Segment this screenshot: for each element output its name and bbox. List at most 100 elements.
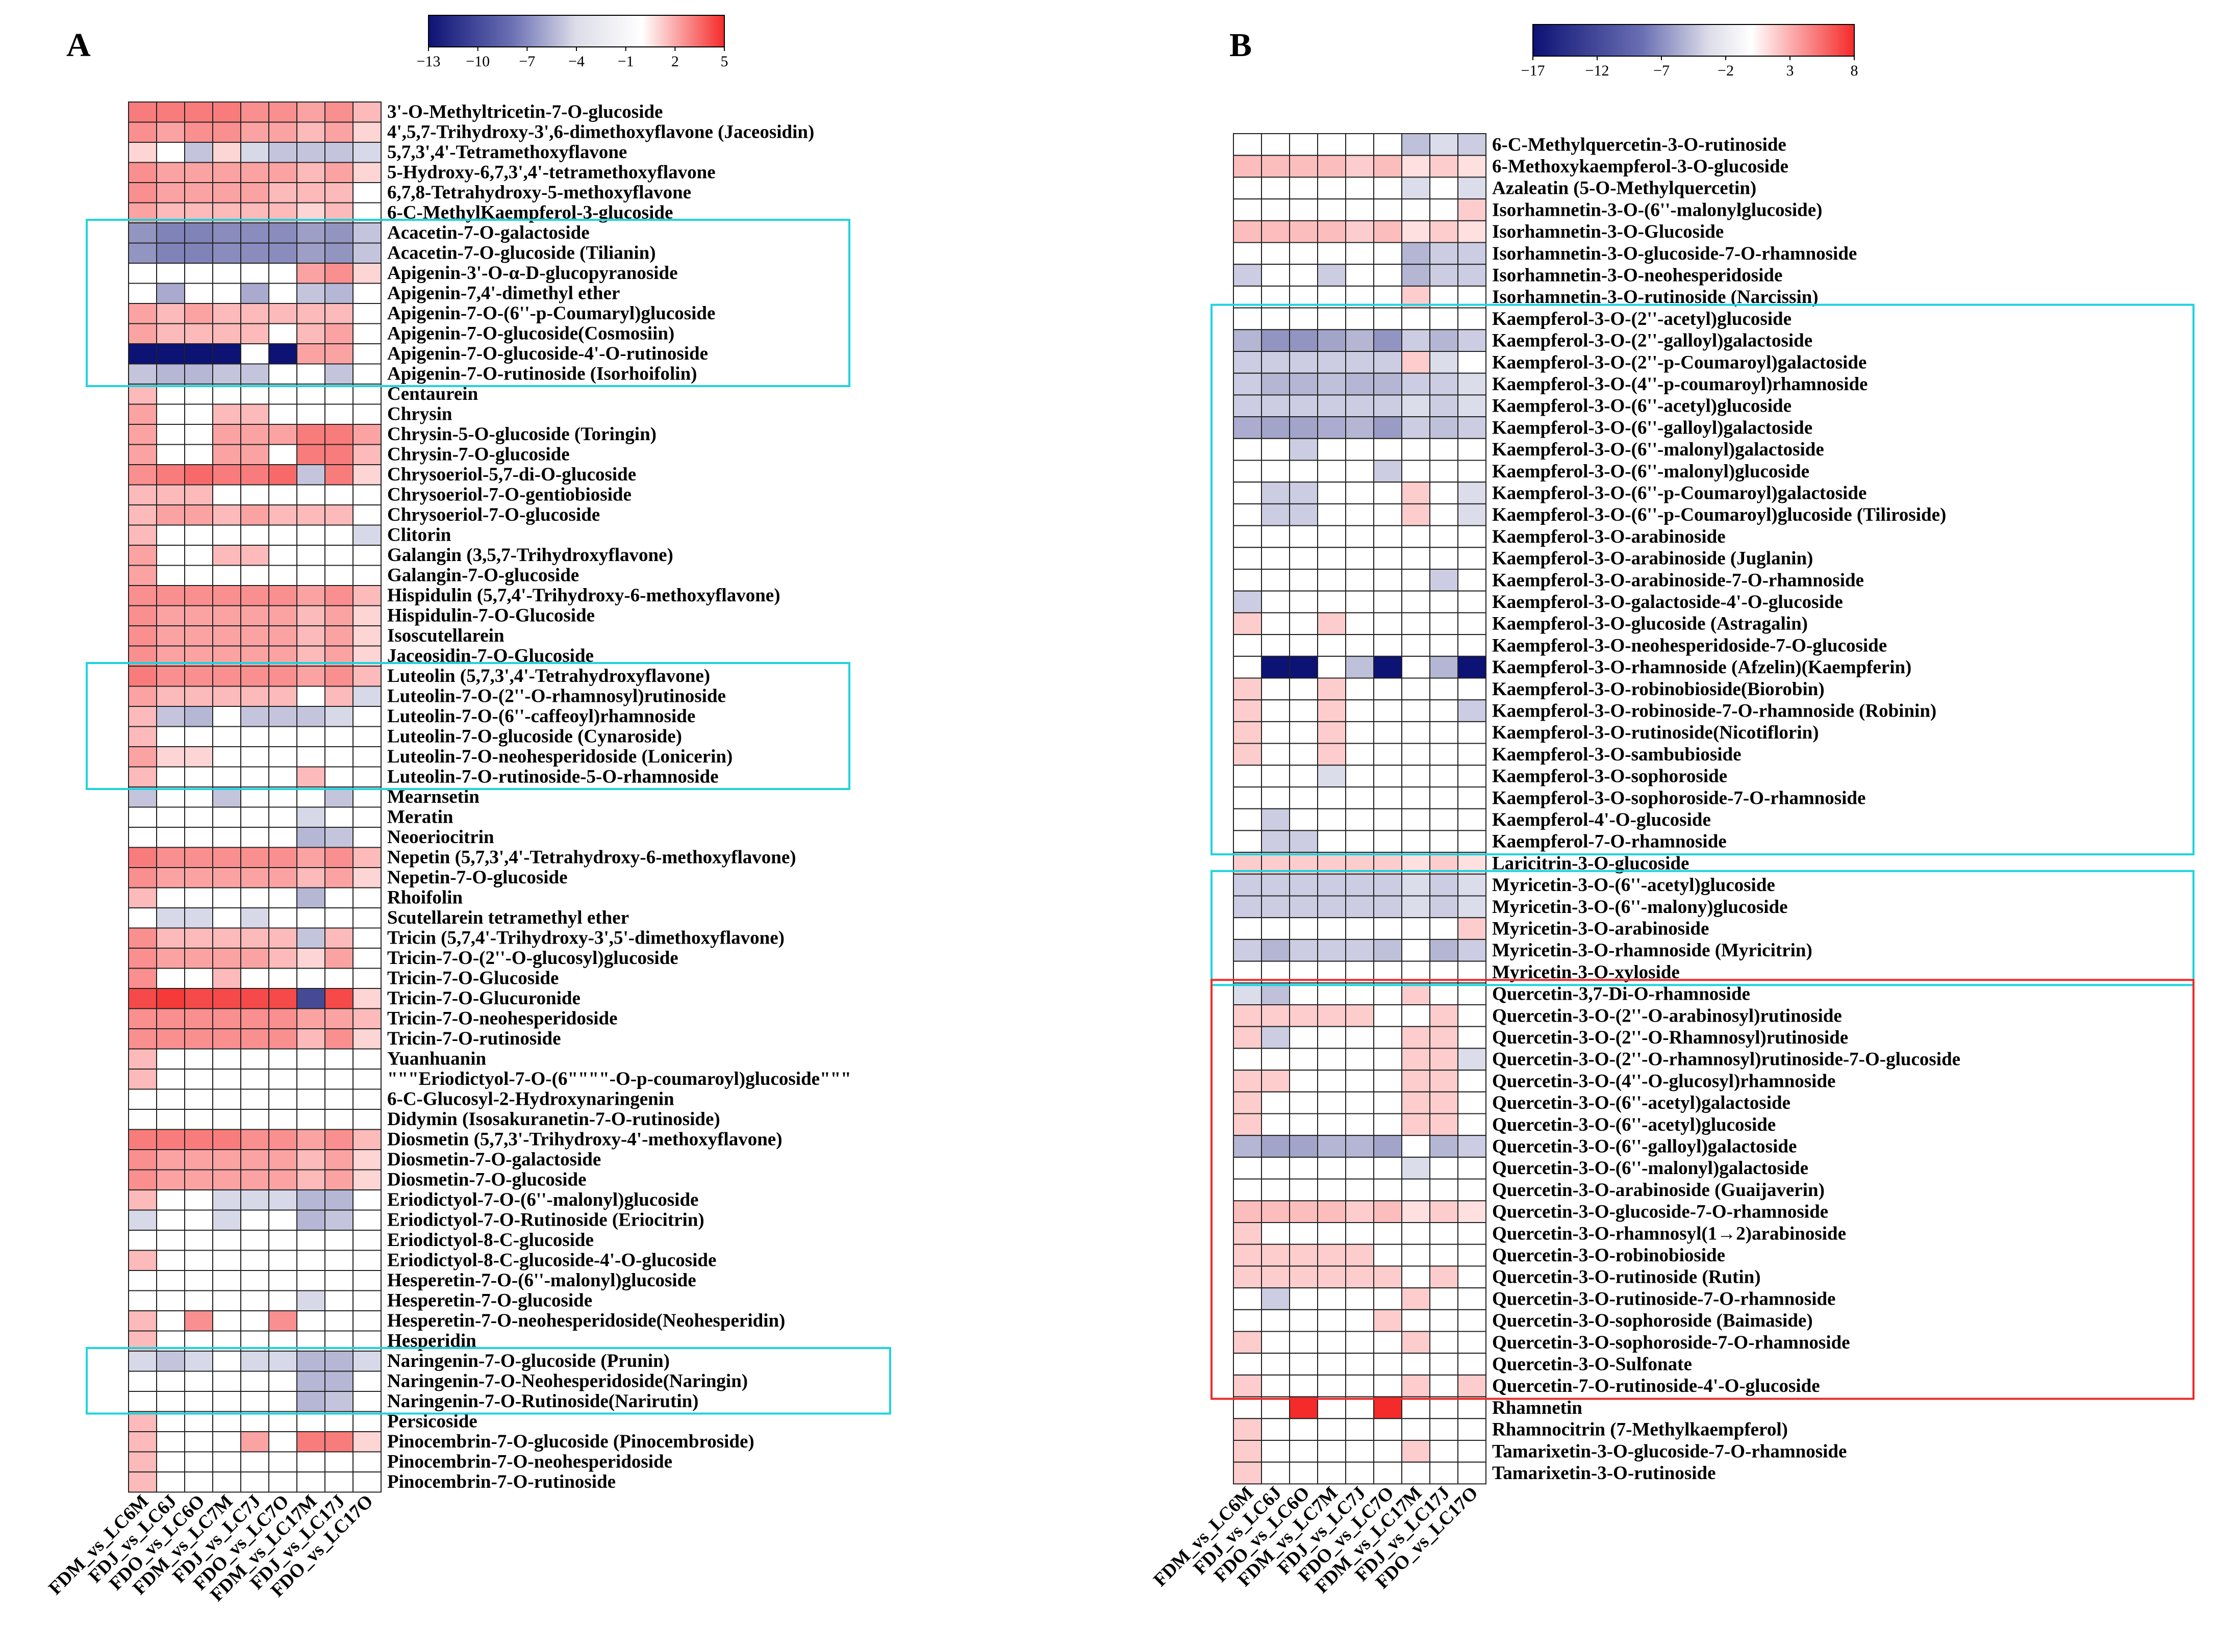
heatmap-cell <box>1401 721 1430 744</box>
heatmap-cell <box>1457 1113 1486 1136</box>
heatmap-cell <box>1429 547 1458 570</box>
heatmap-cell <box>1429 1265 1458 1289</box>
heatmap-cell <box>268 1209 297 1231</box>
heatmap-cell <box>1429 1461 1458 1485</box>
heatmap-cell <box>296 1069 325 1090</box>
heatmap-cell <box>184 1008 213 1029</box>
heatmap-cell <box>1317 1309 1346 1332</box>
heatmap-cell <box>184 806 213 828</box>
heatmap-cell <box>352 1129 382 1150</box>
heatmap-cell <box>1233 1091 1262 1114</box>
heatmap-cell <box>212 766 241 787</box>
heatmap-cell <box>1373 198 1402 221</box>
heatmap-cell <box>1345 1418 1374 1441</box>
heatmap-cell <box>1233 830 1262 853</box>
heatmap-cell <box>268 545 297 566</box>
row-label: Pinocembrin-7-O-rutinoside <box>387 1471 616 1492</box>
heatmap-cell <box>1457 743 1486 766</box>
heatmap-cell <box>1289 176 1318 200</box>
heatmap-cell <box>1317 1156 1346 1180</box>
heatmap-cell <box>1289 1265 1318 1289</box>
heatmap-a-column-labels: FDM_vs_LC6MFDJ_vs_LC6JFDO_vs_LC6OFDM_vs_… <box>45 1491 377 1606</box>
heatmap-cell <box>1289 351 1318 374</box>
heatmap-cell <box>1373 1113 1402 1136</box>
heatmap-cell <box>1401 1287 1430 1310</box>
heatmap-cell <box>1373 612 1402 636</box>
heatmap-cell <box>324 605 354 626</box>
heatmap-cell <box>128 1250 157 1271</box>
heatmap-cell <box>1401 917 1430 940</box>
heatmap-cell <box>1401 655 1430 679</box>
heatmap-cell <box>1401 176 1430 200</box>
heatmap-cell <box>212 746 241 768</box>
heatmap-cell <box>1457 830 1486 853</box>
row-label: Chrysoeriol-7-O-glucoside <box>387 504 600 525</box>
heatmap-cell <box>1289 743 1318 766</box>
heatmap-cell <box>1289 938 1318 962</box>
row-label: Quercetin-3-O-sophoroside-7-O-rhamnoside <box>1492 1332 1850 1353</box>
heatmap-cell <box>212 1351 241 1372</box>
heatmap-cell <box>240 1209 269 1231</box>
heatmap-cell <box>1261 569 1290 592</box>
heatmap-cell <box>1457 1178 1486 1202</box>
heatmap-cell <box>1317 547 1346 570</box>
heatmap-cell <box>128 1270 157 1291</box>
heatmap-cell <box>1345 1331 1374 1354</box>
heatmap-cell <box>184 766 213 787</box>
heatmap-cell <box>1429 1331 1458 1354</box>
heatmap-cell <box>1317 1353 1346 1376</box>
heatmap-cell <box>240 303 269 324</box>
heatmap-cell <box>1373 1440 1402 1463</box>
heatmap-cell <box>296 1431 325 1453</box>
heatmap-cell <box>324 524 354 546</box>
heatmap-cell <box>1373 786 1402 809</box>
heatmap-cell <box>1457 655 1486 679</box>
heatmap-cell <box>1345 1004 1374 1027</box>
heatmap-cell <box>324 1048 354 1070</box>
heatmap-cell <box>1289 307 1318 331</box>
heatmap-cell <box>324 1149 354 1171</box>
heatmap-cell <box>1345 1135 1374 1158</box>
heatmap-cell <box>212 182 241 204</box>
heatmap-cell <box>1261 786 1290 809</box>
heatmap-cell <box>1457 612 1486 636</box>
heatmap-cell <box>1401 1048 1430 1071</box>
heatmap-cell <box>1373 1048 1402 1071</box>
heatmap-cell <box>240 182 269 204</box>
heatmap-cell <box>296 303 325 324</box>
heatmap-cell <box>1345 895 1374 919</box>
row-label: Kaempferol-3-O-(6''-malonyl)galactoside <box>1492 439 1824 460</box>
heatmap-cell <box>1401 699 1430 722</box>
row-label: Kaempferol-3-O-neohesperidoside-7-O-gluc… <box>1492 635 1887 656</box>
heatmap-cell <box>1345 264 1374 287</box>
heatmap-cell <box>352 1028 382 1050</box>
heatmap-cell <box>352 384 382 405</box>
row-label: Quercetin-3-O-rutinoside-7-O-rhamnoside <box>1492 1288 1835 1309</box>
heatmap-cell <box>1261 743 1290 766</box>
heatmap-cell <box>296 1351 325 1372</box>
heatmap-cell <box>240 464 269 486</box>
row-label: Kaempferol-3-O-(6''-p-Coumaroyl)glucosid… <box>1492 504 1946 525</box>
heatmap-cell <box>1373 873 1402 897</box>
heatmap-cell <box>156 1069 185 1090</box>
heatmap-cell <box>296 706 325 727</box>
heatmap-cell <box>1317 1418 1346 1441</box>
heatmap-cell <box>156 444 185 465</box>
heatmap-cell <box>268 464 297 486</box>
heatmap-cell <box>1261 438 1290 461</box>
heatmap-cell <box>1429 830 1458 853</box>
heatmap-cell <box>240 988 269 1009</box>
heatmap-cell <box>268 1129 297 1150</box>
heatmap-cell <box>268 504 297 526</box>
heatmap-cell <box>128 706 157 727</box>
heatmap-cell <box>324 222 354 244</box>
heatmap-cell <box>212 1290 241 1311</box>
heatmap-cell <box>1373 895 1402 919</box>
heatmap-cell <box>212 121 241 143</box>
heatmap-cell <box>1289 917 1318 940</box>
row-label: Kaempferol-3-O-(2''-acetyl)glucoside <box>1492 309 1792 329</box>
heatmap-cell <box>240 746 269 768</box>
heatmap-cell <box>268 1230 297 1251</box>
heatmap-cell <box>184 1370 213 1392</box>
heatmap-cell <box>1261 982 1290 1006</box>
